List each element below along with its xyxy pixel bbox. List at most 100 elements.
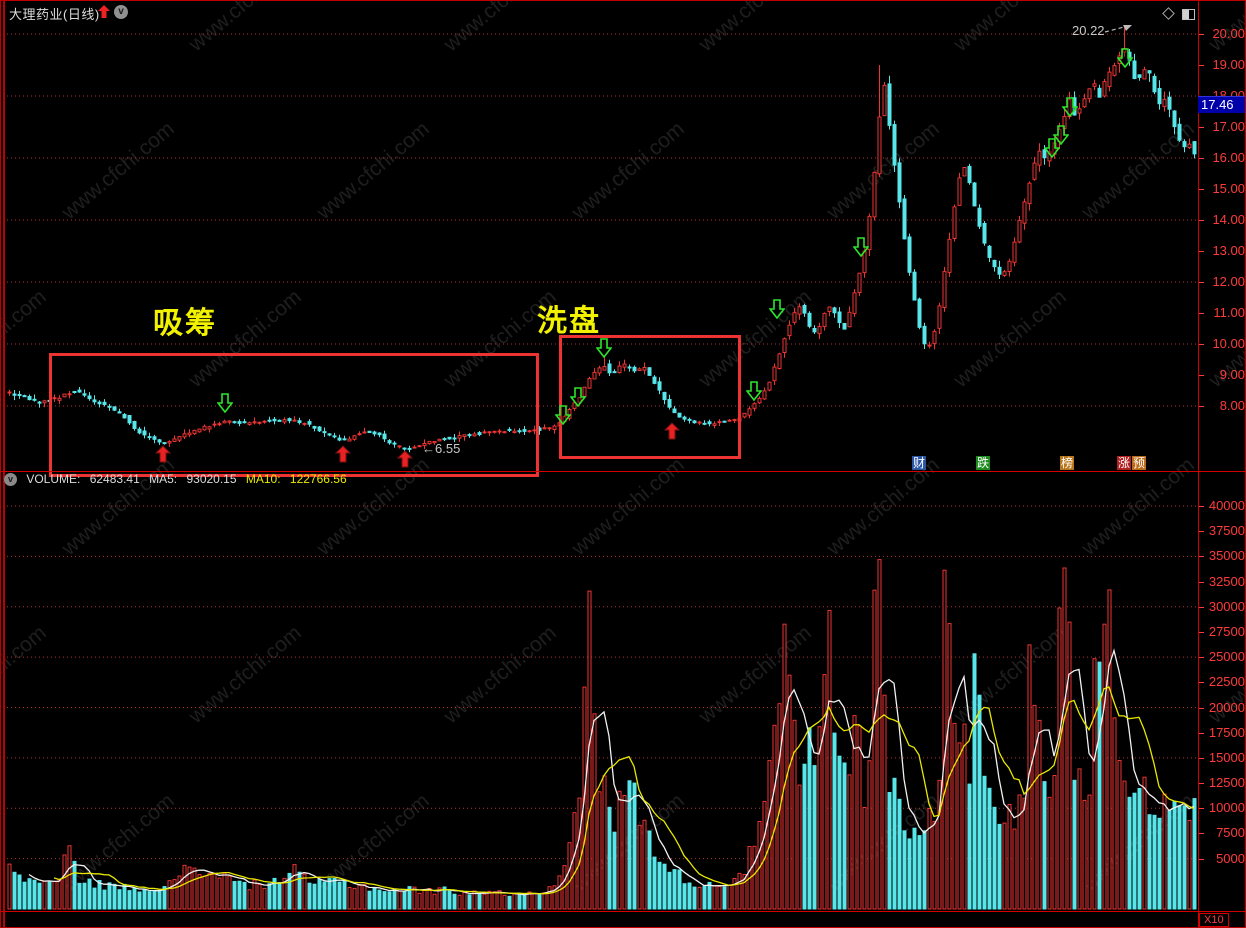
shakeout-zone-box <box>559 335 741 459</box>
price-axis-label: 13.00 <box>1212 243 1245 258</box>
price-chart[interactable] <box>1 21 1198 471</box>
ma10-label: MA10: <box>245 472 281 486</box>
left-frame-line <box>3 1 5 927</box>
price-axis-label: 11.00 <box>1213 305 1245 320</box>
price-axis-label: 16.00 <box>1212 150 1245 165</box>
axis-separator-line <box>1198 1 1199 927</box>
hot-button[interactable]: 财 <box>912 456 927 470</box>
price-axis-label: 15.00 <box>1212 181 1245 196</box>
sell-signal-arrow-icon <box>217 393 233 413</box>
split-view-icon[interactable] <box>1182 9 1195 20</box>
volume-axis-label: 17500 <box>1208 724 1245 740</box>
volume-axis-label: 37500 <box>1208 523 1245 539</box>
price-axis-tick <box>1199 375 1204 376</box>
ma5-label: MA5: <box>149 472 178 486</box>
sell-signal-arrow-icon <box>769 299 785 319</box>
price-axis-label: 17.00 <box>1212 119 1245 134</box>
volume-multiplier-badge: X10 <box>1199 913 1229 927</box>
volume-axis-label: 40000 <box>1208 498 1245 513</box>
shakeout-label: 洗盘 <box>537 305 601 338</box>
price-axis-tick <box>1199 282 1204 283</box>
volume-axis-label: 35000 <box>1208 548 1245 564</box>
volume-value: 62483.41 <box>89 472 140 486</box>
price-axis-label: 9.00 <box>1219 367 1245 382</box>
volume-axis-label: 15000 <box>1208 749 1245 765</box>
volume-axis-label: 5000 <box>1216 850 1245 866</box>
volume-axis-label: 7500 <box>1216 825 1245 841</box>
collapse-price-pane-icon[interactable]: v <box>114 5 128 19</box>
diamond-icon[interactable] <box>1162 7 1175 20</box>
hot-button[interactable]: 涨 <box>1117 456 1132 470</box>
volume-axis-tick <box>1199 833 1204 834</box>
volume-axis-label: 32500 <box>1208 573 1245 589</box>
hot-button[interactable]: 预 <box>1132 456 1147 470</box>
price-axis-label: 12.00 <box>1212 274 1245 289</box>
volume-axis-tick <box>1199 607 1204 608</box>
volume-axis-tick <box>1199 632 1204 633</box>
volume-axis-tick <box>1199 531 1204 532</box>
volume-axis-tick <box>1199 808 1204 809</box>
volume-axis-tick <box>1199 758 1204 759</box>
sell-signal-arrow-icon <box>570 387 586 407</box>
sell-signal-arrow-icon <box>1117 48 1133 68</box>
bottom-separator <box>1 911 1245 912</box>
sell-signal-arrow-icon <box>853 237 869 257</box>
volume-axis-label: 10000 <box>1208 800 1245 816</box>
volume-axis-label: 27500 <box>1208 623 1245 639</box>
pane-separator <box>1 471 1245 472</box>
collapse-volume-pane-icon[interactable]: v <box>4 473 17 487</box>
ma5-value: 93020.15 <box>186 472 237 486</box>
volume-label: VOLUME: <box>26 472 81 486</box>
price-axis-label: 19.00 <box>1212 57 1245 72</box>
volume-axis-tick <box>1199 657 1204 658</box>
buy-signal-arrow-icon <box>664 422 680 440</box>
price-axis-tick <box>1199 406 1204 407</box>
accumulation-label: 吸筹 <box>153 307 217 340</box>
volume-axis-tick <box>1199 682 1204 683</box>
sell-signal-arrow-icon <box>1053 125 1069 145</box>
sell-signal-arrow-icon <box>555 405 571 425</box>
volume-axis-tick <box>1199 582 1204 583</box>
buy-signal-arrow-icon <box>397 450 413 468</box>
volume-chart[interactable] <box>1 489 1198 911</box>
volume-axis-label: 22500 <box>1208 674 1245 690</box>
titlebar: 大理药业(日线) v <box>1 1 1245 22</box>
volume-axis-tick <box>1199 783 1204 784</box>
accumulation-zone-box <box>49 353 539 477</box>
price-axis-label: 10.00 <box>1212 336 1245 351</box>
buy-signal-arrow-icon <box>335 445 351 463</box>
price-axis-label: 20.00 <box>1212 26 1245 41</box>
price-axis-tick <box>1199 34 1204 35</box>
hot-button[interactable]: 榜 <box>1060 456 1075 470</box>
buy-signal-arrow-icon <box>155 445 171 463</box>
price-axis-label: 14.00 <box>1212 212 1245 227</box>
price-axis-tick <box>1199 127 1204 128</box>
volume-axis-tick <box>1199 556 1204 557</box>
sell-signal-arrow-icon <box>1062 97 1078 117</box>
low-price-label: ←6.55 <box>422 441 461 456</box>
price-axis-tick <box>1199 313 1204 314</box>
volume-axis-label: 20000 <box>1208 699 1245 715</box>
price-axis-tick <box>1199 220 1204 221</box>
sell-signal-arrow-icon <box>596 338 612 358</box>
trend-up-icon <box>98 5 110 18</box>
sell-signal-arrow-icon <box>1044 138 1060 158</box>
price-axis-label: 8.00 <box>1219 398 1245 413</box>
volume-axis-tick <box>1199 859 1204 860</box>
hot-button[interactable]: 跌 <box>976 456 991 470</box>
price-axis-tick <box>1199 189 1204 190</box>
volume-pane-header: v VOLUME: 62483.41 MA5: 93020.15 MA10: 1… <box>4 472 353 488</box>
volume-axis-tick <box>1199 733 1204 734</box>
sell-signal-arrow-icon <box>746 381 762 401</box>
volume-axis-label: 30000 <box>1208 598 1245 614</box>
last-price-badge: 17.46 <box>1198 96 1245 113</box>
volume-axis-label: 12500 <box>1208 775 1245 791</box>
page-title: 大理药业(日线) <box>9 7 100 22</box>
price-axis-tick <box>1199 158 1204 159</box>
volume-axis-tick <box>1199 506 1204 507</box>
price-axis-tick <box>1199 251 1204 252</box>
peak-price-label: 20.22 <box>1072 23 1105 38</box>
volume-axis-label: 25000 <box>1208 649 1245 665</box>
ma10-value: 122766.56 <box>289 472 347 486</box>
